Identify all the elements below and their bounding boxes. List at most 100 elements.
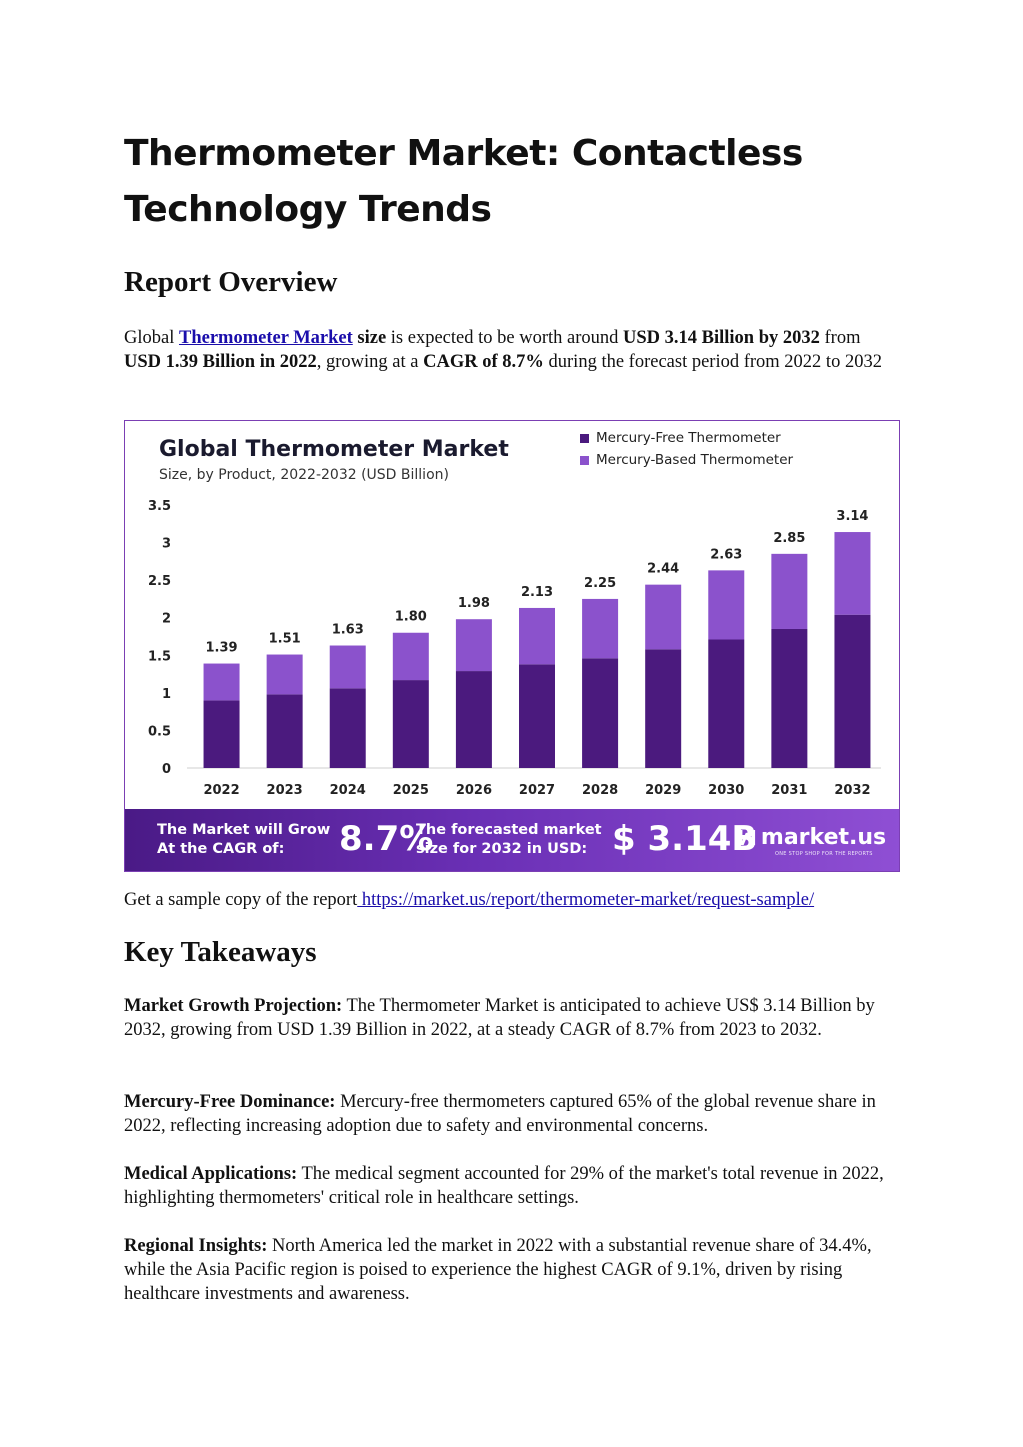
- x-tick-label: 2025: [393, 783, 429, 798]
- y-tick-label: 2: [162, 612, 171, 627]
- overview-bold-2022: USD 1.39 Billion in 2022: [124, 352, 317, 372]
- takeaway-text: The Thermometer Market is anticipated to…: [124, 996, 875, 1040]
- banner-forecast-label: The forecasted market size for 2032 in U…: [416, 822, 602, 857]
- takeaway-item: Medical Applications: The medical segmen…: [124, 1162, 900, 1210]
- x-tick-label: 2032: [834, 783, 870, 798]
- market-us-logo: ꟽ market.us: [737, 825, 886, 850]
- bar-total-label: 2.85: [773, 531, 805, 546]
- bar-mercury-based: [582, 598, 619, 659]
- sample-text: Get a sample copy of the report: [124, 890, 358, 910]
- legend-item: Mercury-Free Thermometer: [580, 427, 793, 449]
- bar-mercury-based: [203, 663, 240, 701]
- x-tick-label: 2027: [519, 783, 555, 798]
- x-tick-label: 2030: [708, 783, 744, 798]
- cagr-banner: The Market will Grow At the CAGR of: 8.7…: [125, 809, 899, 871]
- bar-mercury-based: [266, 654, 303, 695]
- takeaway-text: The medical segment accounted for 29% of…: [124, 1164, 884, 1208]
- bar-chart: 0 0.5 1 1.5 2 2.5 3 3.5 1.39 2022 1.51 2023 1.63 2024…: [148, 499, 881, 798]
- overview-paragraph: Global Thermometer Market size is expect…: [124, 326, 900, 374]
- x-tick-label: 2022: [203, 783, 239, 798]
- y-tick-label: 0.5: [148, 724, 171, 739]
- bar-mercury-free: [203, 700, 240, 768]
- sample-link[interactable]: https://market.us/report/thermometer-mar…: [357, 890, 815, 910]
- banner-cagr-label: The Market will Grow At the CAGR of:: [157, 822, 331, 857]
- bar-total-label: 1.51: [269, 632, 301, 647]
- legend-label: Mercury-Free Thermometer: [596, 430, 781, 446]
- takeaway-item: Mercury-Free Dominance: Mercury-free the…: [124, 1090, 900, 1138]
- bar-total-label: 3.14: [836, 509, 868, 524]
- bar-mercury-based: [329, 645, 366, 689]
- overview-mid1: is expected to be worth around: [386, 328, 624, 348]
- overview-bold-cagr: CAGR of 8.7%: [423, 352, 544, 372]
- y-tick-label: 3.5: [148, 499, 171, 514]
- bar-mercury-free: [771, 628, 808, 768]
- overview-size: size: [352, 328, 387, 348]
- takeaway-label: Mercury-Free Dominance:: [124, 1092, 336, 1112]
- bar-mercury-free: [834, 614, 871, 768]
- y-tick-label: 2.5: [148, 574, 171, 589]
- thermometer-market-link[interactable]: Thermometer Market: [178, 328, 353, 348]
- y-tick-label: 0: [162, 762, 171, 777]
- bar-total-label: 2.13: [521, 585, 553, 600]
- bar-mercury-free: [519, 664, 555, 768]
- bar-total-label: 2.25: [584, 576, 616, 591]
- overview-mid2: from: [819, 328, 861, 348]
- legend-swatch-mercury-based: [580, 455, 589, 465]
- overview-mid3: , growing at a: [316, 352, 424, 372]
- banner-cagr-value: 8.7%: [339, 819, 434, 859]
- x-tick-label: 2023: [267, 783, 303, 798]
- banner-forecast-value: $ 3.14B: [612, 819, 758, 859]
- legend-item: Mercury-Based Thermometer: [580, 449, 793, 471]
- y-tick-label: 1.5: [148, 649, 171, 664]
- takeaways-heading: Key Takeaways: [124, 936, 317, 968]
- bar-mercury-free: [392, 680, 429, 768]
- chart-title: Global Thermometer Market: [159, 437, 509, 462]
- takeaway-label: Regional Insights:: [124, 1236, 268, 1256]
- chart-subtitle: Size, by Product, 2022-2032 (USD Billion…: [159, 467, 449, 483]
- y-tick-label: 3: [162, 537, 171, 552]
- bar-mercury-free: [645, 649, 682, 768]
- x-tick-label: 2029: [645, 783, 681, 798]
- overview-heading: Report Overview: [124, 266, 338, 298]
- x-tick-label: 2031: [771, 783, 807, 798]
- takeaway-text: North America led the market in 2022 wit…: [124, 1236, 872, 1304]
- takeaway-item: Market Growth Projection: The Thermomete…: [124, 994, 900, 1042]
- bar-total-label: 1.63: [332, 623, 364, 638]
- overview-end: during the forecast period from 2022 to …: [543, 352, 882, 372]
- bar-mercury-based: [771, 553, 808, 629]
- bar-mercury-based: [645, 584, 682, 650]
- takeaway-item: Regional Insights: North America led the…: [124, 1234, 900, 1306]
- x-tick-label: 2026: [456, 783, 492, 798]
- takeaway-text: Mercury-free thermometers captured 65% o…: [124, 1092, 876, 1136]
- y-tick-label: 1: [162, 687, 171, 702]
- chart-legend: Mercury-Free Thermometer Mercury-Based T…: [580, 427, 793, 471]
- overview-bold-2032: USD 3.14 Billion by 2032: [623, 328, 820, 348]
- bar-total-label: 2.44: [647, 562, 679, 577]
- legend-swatch-mercury-free: [580, 433, 589, 443]
- bar-mercury-free: [582, 658, 619, 768]
- market-us-logo-text: market.us: [760, 825, 887, 850]
- market-chart-infographic: Global Thermometer Market Size, by Produ…: [124, 420, 900, 872]
- bar-mercury-based: [834, 532, 871, 615]
- sample-paragraph: Get a sample copy of the report https://…: [124, 888, 900, 912]
- page-title: Thermometer Market: Contactless Technolo…: [124, 133, 803, 230]
- bar-total-label: 1.80: [395, 610, 427, 625]
- bar-mercury-based: [455, 619, 492, 672]
- x-tick-label: 2024: [330, 783, 366, 798]
- bar-total-label: 1.39: [206, 641, 238, 656]
- bar-mercury-based: [519, 607, 555, 665]
- bar-mercury-free: [455, 671, 492, 768]
- overview-global: Global: [124, 328, 179, 348]
- takeaway-label: Market Growth Projection:: [124, 996, 343, 1016]
- bar-mercury-based: [708, 570, 745, 640]
- bar-mercury-free: [708, 639, 745, 768]
- market-us-tagline: ONE STOP SHOP FOR THE REPORTS: [775, 851, 873, 857]
- legend-label: Mercury-Based Thermometer: [596, 452, 794, 468]
- bar-total-label: 1.98: [458, 596, 490, 611]
- x-tick-label: 2028: [582, 783, 618, 798]
- bar-mercury-based: [392, 632, 429, 681]
- bar-mercury-free: [329, 688, 366, 768]
- bar-mercury-free: [266, 694, 303, 768]
- market-us-logo-icon: ꟽ: [737, 825, 757, 850]
- bar-total-label: 2.63: [710, 547, 742, 562]
